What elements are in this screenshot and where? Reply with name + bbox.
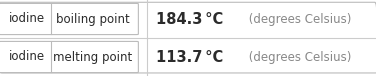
Text: iodine: iodine xyxy=(9,12,45,26)
Text: (degrees Celsius): (degrees Celsius) xyxy=(245,12,351,26)
Text: iodine: iodine xyxy=(9,50,45,64)
Text: boiling point: boiling point xyxy=(56,12,130,26)
FancyBboxPatch shape xyxy=(0,41,138,73)
Text: melting point: melting point xyxy=(53,50,132,64)
Text: 184.3 °C: 184.3 °C xyxy=(156,11,223,27)
Text: 113.7 °C: 113.7 °C xyxy=(156,49,223,65)
FancyBboxPatch shape xyxy=(0,3,138,35)
Text: (degrees Celsius): (degrees Celsius) xyxy=(245,50,351,64)
